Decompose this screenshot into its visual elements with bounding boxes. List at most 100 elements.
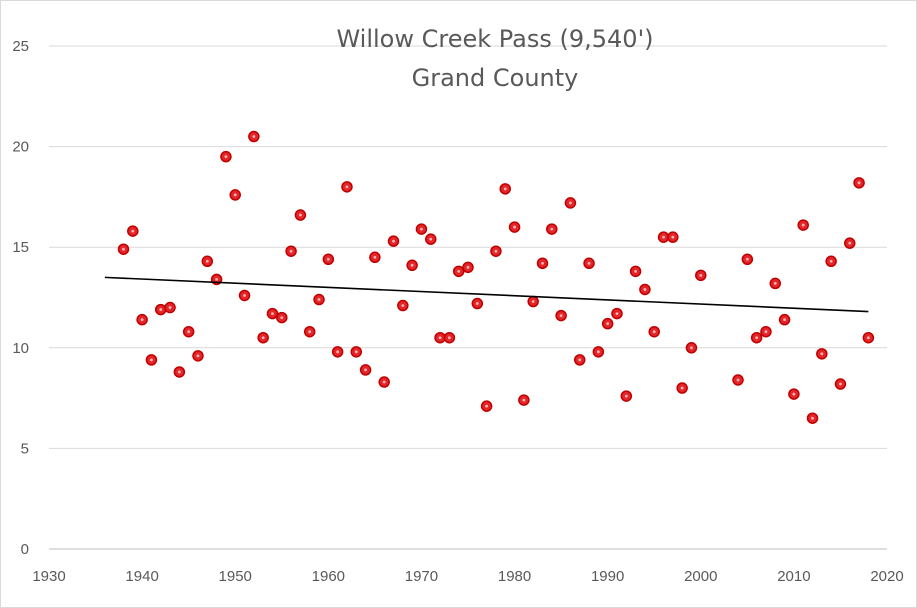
trendline xyxy=(104,276,869,313)
data-point-highlight xyxy=(764,330,768,334)
data-point xyxy=(676,382,688,394)
data-point xyxy=(220,150,232,163)
data-point-highlight xyxy=(569,201,572,205)
data-point-highlight xyxy=(736,378,740,382)
data-point xyxy=(127,225,139,237)
data-point-highlight xyxy=(354,350,358,354)
data-point xyxy=(648,325,660,338)
data-point xyxy=(182,325,195,338)
data-point xyxy=(397,299,409,312)
data-point-highlight xyxy=(271,312,274,315)
data-point xyxy=(546,223,558,235)
data-point xyxy=(331,346,344,358)
data-point xyxy=(499,183,511,195)
data-point-highlight xyxy=(345,185,349,189)
x-tick-label: 2010 xyxy=(777,568,810,585)
data-point-highlight xyxy=(261,336,265,340)
data-point-highlight xyxy=(168,306,172,309)
data-point-highlight xyxy=(857,181,861,185)
data-point xyxy=(639,283,651,296)
data-point xyxy=(601,317,614,330)
data-point xyxy=(490,245,502,257)
data-point xyxy=(238,289,251,302)
data-point-highlight xyxy=(559,314,563,318)
data-point-highlight xyxy=(773,282,777,285)
data-point xyxy=(154,303,167,316)
data-point-highlight xyxy=(643,288,647,291)
data-point xyxy=(806,412,819,424)
data-point xyxy=(406,259,418,272)
data-point xyxy=(276,311,288,324)
gridlines xyxy=(49,45,887,550)
x-axis-tick-labels: 1930 1940 1950 1960 1970 1980 1990 2000 2010 2020 xyxy=(32,568,903,585)
data-point xyxy=(117,243,130,255)
data-point-highlight xyxy=(624,394,628,398)
data-point xyxy=(685,342,698,354)
data-point xyxy=(853,177,865,189)
data-point-highlight xyxy=(550,227,554,231)
data-point xyxy=(425,233,437,245)
data-point xyxy=(732,374,744,386)
data-point-highlight xyxy=(475,302,479,305)
data-point-highlight xyxy=(848,241,852,245)
data-point-highlight xyxy=(392,239,395,243)
data-point-highlight xyxy=(429,237,433,241)
data-point-highlight xyxy=(606,322,610,326)
data-point-highlight xyxy=(503,187,507,191)
x-tick-label: 1930 xyxy=(32,568,65,585)
data-point xyxy=(657,231,670,243)
y-tick-label: 5 xyxy=(21,440,29,457)
data-point-highlight xyxy=(652,330,656,334)
data-point xyxy=(164,301,176,314)
data-point-highlight xyxy=(159,308,163,311)
data-point xyxy=(294,209,307,221)
data-points xyxy=(117,130,875,424)
data-point xyxy=(629,265,642,278)
data-point-highlight xyxy=(522,398,526,402)
data-point-highlight xyxy=(196,354,200,358)
data-point-highlight xyxy=(466,265,470,269)
y-tick-label: 10 xyxy=(12,340,29,357)
data-point-highlight xyxy=(531,300,535,303)
data-point-highlight xyxy=(326,257,330,261)
x-tick-label: 1990 xyxy=(591,568,624,585)
data-point xyxy=(555,309,567,322)
y-axis-tick-labels: 0 5 10 15 20 25 xyxy=(12,38,29,558)
data-point xyxy=(583,257,595,270)
data-point-highlight xyxy=(596,350,600,354)
data-point-highlight xyxy=(252,135,256,138)
data-point-highlight xyxy=(140,318,144,322)
data-point-highlight xyxy=(373,255,377,259)
y-tick-label: 25 xyxy=(12,38,29,55)
x-tick-label: 1960 xyxy=(312,568,345,585)
data-point-highlight xyxy=(690,346,693,350)
y-tick-label: 0 xyxy=(21,541,29,558)
data-point xyxy=(322,253,335,266)
data-point xyxy=(620,390,633,402)
data-point-highlight xyxy=(447,336,451,340)
data-point xyxy=(303,325,316,338)
data-point xyxy=(480,400,493,412)
data-point xyxy=(136,313,148,326)
data-point xyxy=(788,388,800,400)
data-point-highlight xyxy=(634,269,637,273)
data-point xyxy=(816,348,828,360)
data-point xyxy=(257,331,269,344)
data-point-highlight xyxy=(150,358,153,362)
data-point xyxy=(369,251,381,264)
data-point xyxy=(350,346,363,358)
data-point xyxy=(760,325,772,338)
data-point xyxy=(834,378,847,390)
data-point-highlight xyxy=(699,273,703,277)
x-tick-label: 1980 xyxy=(498,568,531,585)
data-point xyxy=(573,354,586,366)
data-point xyxy=(145,354,158,366)
data-point xyxy=(844,237,856,249)
data-point xyxy=(797,219,809,231)
data-point-highlight xyxy=(205,259,209,263)
data-point xyxy=(229,189,241,201)
data-point xyxy=(564,197,577,209)
data-point xyxy=(518,394,530,406)
data-point xyxy=(750,331,763,344)
